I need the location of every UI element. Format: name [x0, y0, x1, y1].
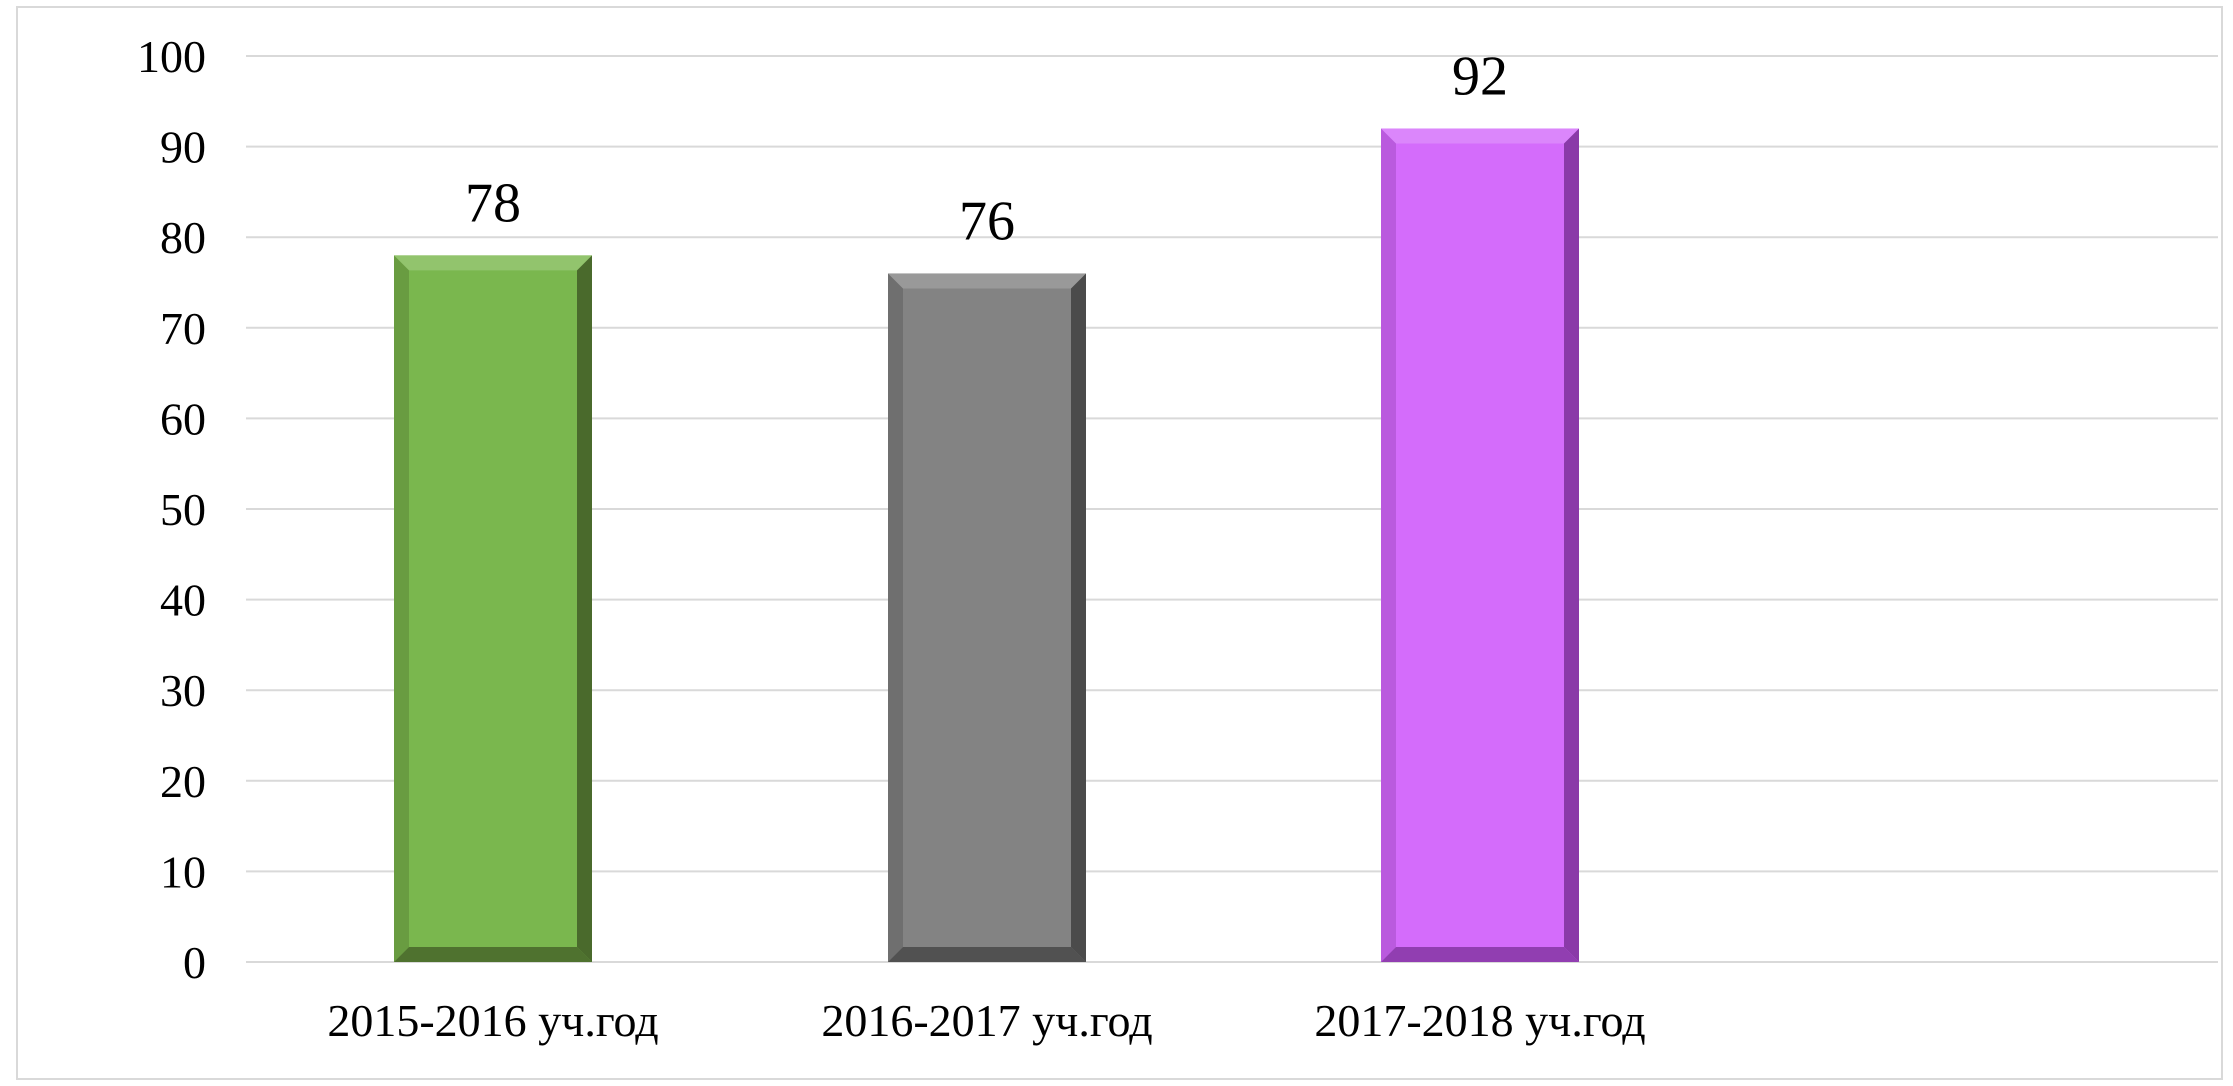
bar-bevel-right: [1071, 273, 1086, 962]
data-label: 78: [465, 172, 521, 234]
y-tick-label: 60: [160, 393, 206, 444]
y-tick-label: 100: [137, 31, 206, 82]
bar-bevel-left: [1381, 128, 1396, 963]
bar-bevel-right: [1564, 128, 1579, 963]
y-tick-label: 10: [160, 846, 206, 897]
y-axis-tick-labels: 0 10 20 30 40 50 60 70 80 90 100: [137, 31, 206, 988]
bar-bevel-left: [888, 273, 903, 962]
y-tick-label: 70: [160, 303, 206, 354]
chart-frame: [16, 6, 2223, 1080]
bar-bevel-bottom: [1381, 947, 1579, 962]
x-category-label: 2016-2017 уч.год: [821, 995, 1152, 1046]
data-label: 92: [1452, 45, 1508, 107]
bar-face: [394, 255, 592, 962]
bar: [394, 255, 592, 962]
bars: [394, 128, 1579, 963]
bar-bevel-top: [1381, 128, 1579, 144]
data-labels: 78 76 92: [465, 45, 1508, 252]
bar-bevel-bottom: [394, 947, 592, 962]
bar-face: [888, 273, 1086, 962]
y-tick-label: 40: [160, 575, 206, 626]
y-tick-label: 90: [160, 122, 206, 173]
y-tick-label: 80: [160, 212, 206, 263]
bar-bevel-left: [394, 255, 409, 962]
bar: [1381, 128, 1579, 963]
bar-bevel-top: [394, 255, 592, 271]
y-tick-label: 0: [183, 937, 206, 988]
bar-face: [1381, 128, 1579, 963]
x-axis-category-labels: 2015-2016 уч.год 2016-2017 уч.год 2017-201…: [327, 995, 1645, 1046]
data-label: 76: [959, 190, 1015, 252]
y-tick-label: 20: [160, 756, 206, 807]
bar-bevel-right: [577, 255, 592, 962]
x-category-label: 2015-2016 уч.год: [327, 995, 658, 1046]
x-category-label: 2017-2018 уч.год: [1314, 995, 1645, 1046]
bar-bevel-top: [888, 273, 1086, 289]
bar: [888, 273, 1086, 962]
y-tick-label: 50: [160, 484, 206, 535]
y-tick-label: 30: [160, 665, 206, 716]
bar-bevel-bottom: [888, 947, 1086, 962]
